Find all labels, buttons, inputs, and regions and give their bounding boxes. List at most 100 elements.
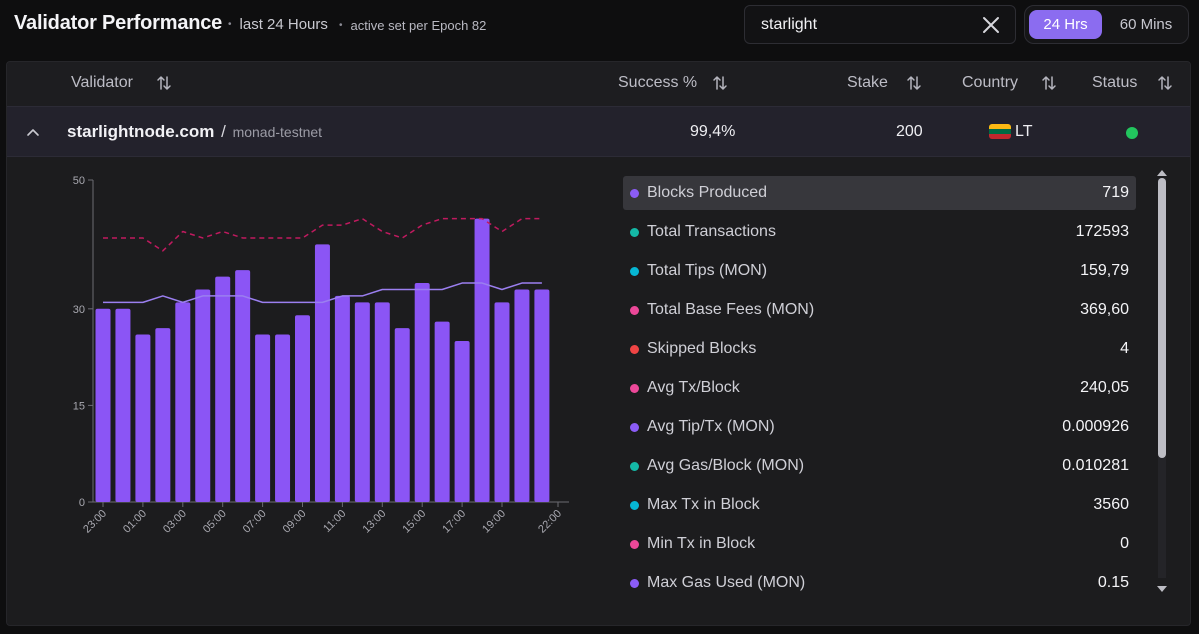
stat-label: Avg Gas/Block (MON): [647, 457, 805, 474]
legend-dot-icon: [630, 579, 639, 588]
x-tick-label: 05:00: [201, 508, 229, 536]
x-tick-label: 07:00: [241, 508, 269, 536]
chevron-up-icon[interactable]: [26, 125, 40, 137]
table-header: Validator Success % Stake Country Status: [7, 62, 1190, 106]
legend-dot-icon: [630, 189, 639, 198]
bar: [95, 308, 111, 502]
stat-item[interactable]: Skipped Blocks 4: [623, 332, 1136, 366]
sort-icon[interactable]: [712, 74, 728, 92]
stat-value: 240,05: [1080, 379, 1129, 396]
page-title: Validator Performance: [14, 12, 223, 34]
country-code: LT: [1015, 123, 1033, 140]
scroll-up-icon[interactable]: [1157, 164, 1167, 176]
series-line: [103, 282, 542, 304]
stat-item[interactable]: Min Tx in Block 0: [623, 527, 1136, 561]
flag-stripe: [989, 129, 1011, 134]
bar: [374, 302, 390, 502]
x-tick-label: 11:00: [321, 508, 348, 535]
stat-label: Total Transactions: [647, 223, 776, 240]
validator-domain: starlightnode.com: [67, 122, 215, 141]
bar: [115, 308, 131, 502]
sort-icon[interactable]: [156, 74, 172, 92]
time-range-toggle: 24 Hrs 60 Mins: [1024, 5, 1189, 44]
stat-label: Total Tips (MON): [647, 262, 768, 279]
stat-value: 3560: [1093, 496, 1129, 513]
stat-label: Blocks Produced: [647, 184, 768, 201]
bar: [195, 289, 211, 502]
x-tick-label: 01:00: [121, 508, 149, 536]
x-tick-label: 15:00: [400, 508, 428, 536]
flag-stripe: [989, 134, 1011, 139]
bar: [175, 302, 191, 502]
search-input[interactable]: [761, 15, 971, 35]
bar: [354, 302, 370, 502]
sort-icon[interactable]: [1157, 74, 1173, 92]
x-tick-label: 19:00: [480, 508, 508, 536]
bar: [215, 276, 231, 502]
bar: [514, 289, 530, 502]
bar: [534, 289, 550, 502]
stat-item[interactable]: Avg Tip/Tx (MON) 0.000926: [623, 410, 1136, 444]
x-tick-label: 17:00: [440, 508, 468, 536]
lithuania-flag-icon: [989, 124, 1011, 139]
column-status[interactable]: Status: [1092, 74, 1138, 91]
bar: [155, 328, 171, 502]
stat-item[interactable]: Blocks Produced 719: [623, 176, 1136, 210]
toggle-24-hrs[interactable]: 24 Hrs: [1029, 10, 1102, 39]
period-text: last 24 Hours: [239, 16, 328, 33]
column-stake[interactable]: Stake: [847, 74, 888, 91]
scrollbar[interactable]: [1155, 160, 1169, 592]
x-tick-label: 22:00: [536, 508, 564, 536]
stat-value: 719: [1102, 184, 1129, 201]
bar: [135, 334, 151, 502]
stat-value: 0.000926: [1062, 418, 1129, 435]
table-row[interactable]: starlightnode.com / monad-testnet 99,4% …: [7, 106, 1190, 157]
column-success[interactable]: Success %: [618, 74, 698, 91]
bar: [295, 315, 310, 502]
stat-item[interactable]: Total Tips (MON) 159,79: [623, 254, 1136, 288]
x-tick-label: 09:00: [281, 508, 309, 536]
bar: [494, 302, 510, 502]
epoch-subtitle: • active set per Epoch 82: [339, 18, 486, 33]
stat-label: Skipped Blocks: [647, 340, 757, 357]
sort-icon[interactable]: [906, 74, 922, 92]
column-validator[interactable]: Validator: [71, 74, 133, 91]
bar: [394, 328, 410, 502]
bar: [235, 270, 251, 502]
stat-value: 0: [1120, 535, 1129, 552]
scroll-down-icon[interactable]: [1157, 580, 1167, 592]
x-tick-label: 03:00: [161, 508, 189, 536]
y-tick-label: 30: [73, 304, 85, 316]
stat-item[interactable]: Total Transactions 172593: [623, 215, 1136, 249]
legend-dot-icon: [630, 345, 639, 354]
success-value: 99,4%: [690, 123, 736, 140]
legend-dot-icon: [630, 540, 639, 549]
stat-item[interactable]: Max Tx in Block 3560: [623, 488, 1136, 522]
bar: [314, 244, 330, 502]
validator-table: Validator Success % Stake Country Status…: [6, 61, 1191, 626]
separator-dot: •: [228, 19, 232, 30]
stat-label: Max Tx in Block: [647, 496, 760, 513]
stat-label: Min Tx in Block: [647, 535, 756, 552]
validator-name: starlightnode.com / monad-testnet: [67, 122, 322, 142]
stat-item[interactable]: Avg Tx/Block 240,05: [623, 371, 1136, 405]
toggle-60-mins[interactable]: 60 Mins: [1119, 16, 1173, 33]
legend-dot-icon: [630, 228, 639, 237]
separator-dot: •: [339, 20, 343, 31]
sort-icon[interactable]: [1041, 74, 1057, 92]
column-country[interactable]: Country: [962, 74, 1019, 91]
network-name: monad-testnet: [232, 124, 323, 140]
legend-dot-icon: [630, 501, 639, 510]
stat-item[interactable]: Avg Gas/Block (MON) 0.010281: [623, 449, 1136, 483]
stat-item[interactable]: Max Gas Used (MON) 0.15: [623, 566, 1136, 600]
performance-chart: 0 15 30 50 23:00 01:00 03:00 05:00 07:00 09:00 11:…: [7, 158, 607, 625]
stat-label: Avg Tx/Block: [647, 379, 740, 396]
name-separator: /: [221, 122, 226, 141]
stat-item[interactable]: Total Base Fees (MON) 369,60: [623, 293, 1136, 327]
bar: [434, 321, 450, 502]
stat-value: 4: [1120, 340, 1129, 357]
search-box: [744, 5, 1016, 44]
close-icon[interactable]: [981, 15, 1001, 35]
bar: [474, 218, 490, 502]
scrollbar-thumb[interactable]: [1158, 178, 1166, 458]
